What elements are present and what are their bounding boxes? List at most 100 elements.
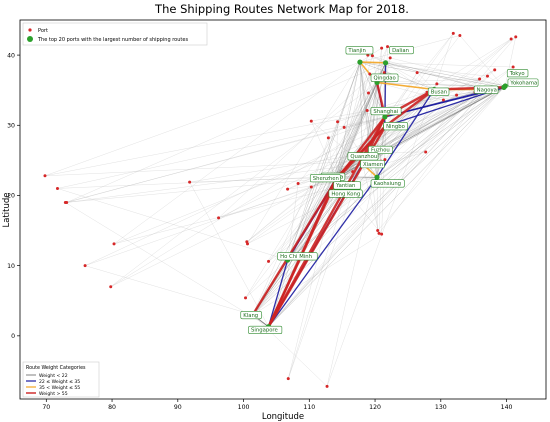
background-route	[85, 125, 386, 266]
top-port-route	[287, 62, 361, 261]
port-label-box	[507, 78, 539, 87]
background-route	[252, 233, 382, 315]
x-tick-label: 120	[369, 404, 381, 411]
chart-title: The Shipping Routes Network Map for 2018…	[154, 2, 409, 16]
top-port-route	[252, 87, 505, 315]
background-route	[110, 116, 386, 287]
port-label-box	[277, 252, 318, 261]
background-route	[65, 202, 269, 327]
background-route	[487, 76, 505, 88]
port-marker	[388, 56, 392, 60]
weighted-route	[268, 176, 378, 328]
port-label: Tokyo	[509, 71, 525, 77]
plot-frame	[19, 19, 547, 400]
port-marker	[424, 150, 428, 154]
port-label-box	[333, 181, 361, 190]
port-marker	[511, 65, 515, 69]
port-label: Ningbo	[386, 124, 405, 130]
top-port-route	[376, 85, 506, 178]
port-marker	[336, 120, 340, 124]
port-label-box	[370, 179, 405, 188]
port-marker	[351, 170, 355, 174]
background-route	[359, 61, 488, 77]
background-route	[372, 55, 435, 90]
port-labels-layer: Tianjin Dalian Qingdao Busan Tokyo Yokohama Na…	[240, 46, 539, 335]
port-marker	[309, 185, 313, 189]
port-label: Kaohsiung	[374, 181, 402, 187]
background-route	[218, 62, 386, 219]
port-label-box	[248, 325, 283, 335]
port-label-box	[240, 310, 262, 320]
y-tick-label: 10	[7, 263, 15, 270]
x-tick-label: 100	[238, 404, 250, 411]
background-route	[376, 82, 444, 101]
port-marker	[478, 77, 482, 81]
port-label-box	[370, 73, 399, 82]
port-marker	[386, 45, 390, 49]
port-marker	[485, 74, 489, 78]
weighted-route	[251, 176, 339, 316]
weight-legend-label-1: Weight < 22	[39, 373, 68, 379]
port-marker	[109, 285, 113, 289]
x-tick-label: 80	[108, 404, 116, 411]
port-marker	[296, 182, 300, 186]
port-marker	[368, 72, 372, 76]
port-legend-marker	[28, 28, 32, 32]
port-label: Xiamen	[363, 162, 383, 168]
port-label: Yantian	[335, 183, 355, 189]
y-tick-label: 30	[7, 122, 15, 129]
top-port-route	[336, 82, 378, 179]
port-marker	[245, 242, 249, 246]
port-label: Hong Kong	[331, 191, 360, 197]
port-marker	[441, 98, 445, 102]
port-marker	[451, 31, 455, 35]
weight-legend-label-2: 22 ≤ Weight ≤ 35	[39, 379, 80, 385]
background-route	[268, 73, 370, 327]
port-label: Ho Chi Minh	[280, 254, 312, 260]
top-port-route	[252, 62, 386, 315]
weighted-route	[385, 86, 505, 127]
background-route	[44, 87, 504, 176]
port-label-box	[389, 46, 414, 55]
port-marker	[380, 46, 384, 50]
weight-legend-label-3: 35 < Weight ≤ 55	[39, 385, 80, 391]
background-route	[365, 35, 461, 162]
top-port-route	[370, 85, 506, 153]
top-port-route	[385, 62, 506, 87]
background-route	[365, 48, 382, 162]
background-route	[287, 46, 388, 261]
top-port-route	[385, 62, 487, 90]
x-axis-label: Longitude	[262, 412, 304, 422]
weighted-route	[335, 116, 386, 181]
weight-legend: Route Weight Categories Weight < 22 22 ≤…	[22, 361, 100, 398]
port-legend-label: Port	[38, 28, 48, 34]
port-label: Fuzhou	[371, 148, 390, 154]
port-marker	[309, 119, 313, 123]
weighted-route	[376, 89, 435, 178]
background-route	[505, 36, 516, 87]
top-legend-frame	[22, 22, 208, 46]
port-marker	[83, 264, 87, 268]
port-marker	[65, 200, 69, 204]
background-route	[189, 182, 269, 327]
port-label-box	[506, 69, 529, 78]
top-port-route	[268, 89, 487, 327]
port-marker	[514, 35, 518, 39]
top-port-route	[287, 82, 378, 261]
port-marker	[415, 71, 419, 75]
x-tick-label: 140	[501, 404, 513, 411]
port-marker	[493, 68, 497, 72]
y-axis-label: Latitude	[2, 193, 12, 228]
background-route	[359, 62, 382, 162]
port-label: Qingdao	[374, 75, 396, 81]
background-route	[359, 47, 382, 63]
background-route	[367, 54, 487, 90]
top-port-route	[336, 62, 361, 178]
top-port-route	[268, 62, 361, 327]
port-marker	[435, 82, 439, 86]
background-route	[245, 259, 288, 299]
background-route	[328, 137, 334, 177]
weight-legend-label-4: Weight > 55	[39, 391, 68, 397]
port-label: Busan	[431, 89, 447, 95]
